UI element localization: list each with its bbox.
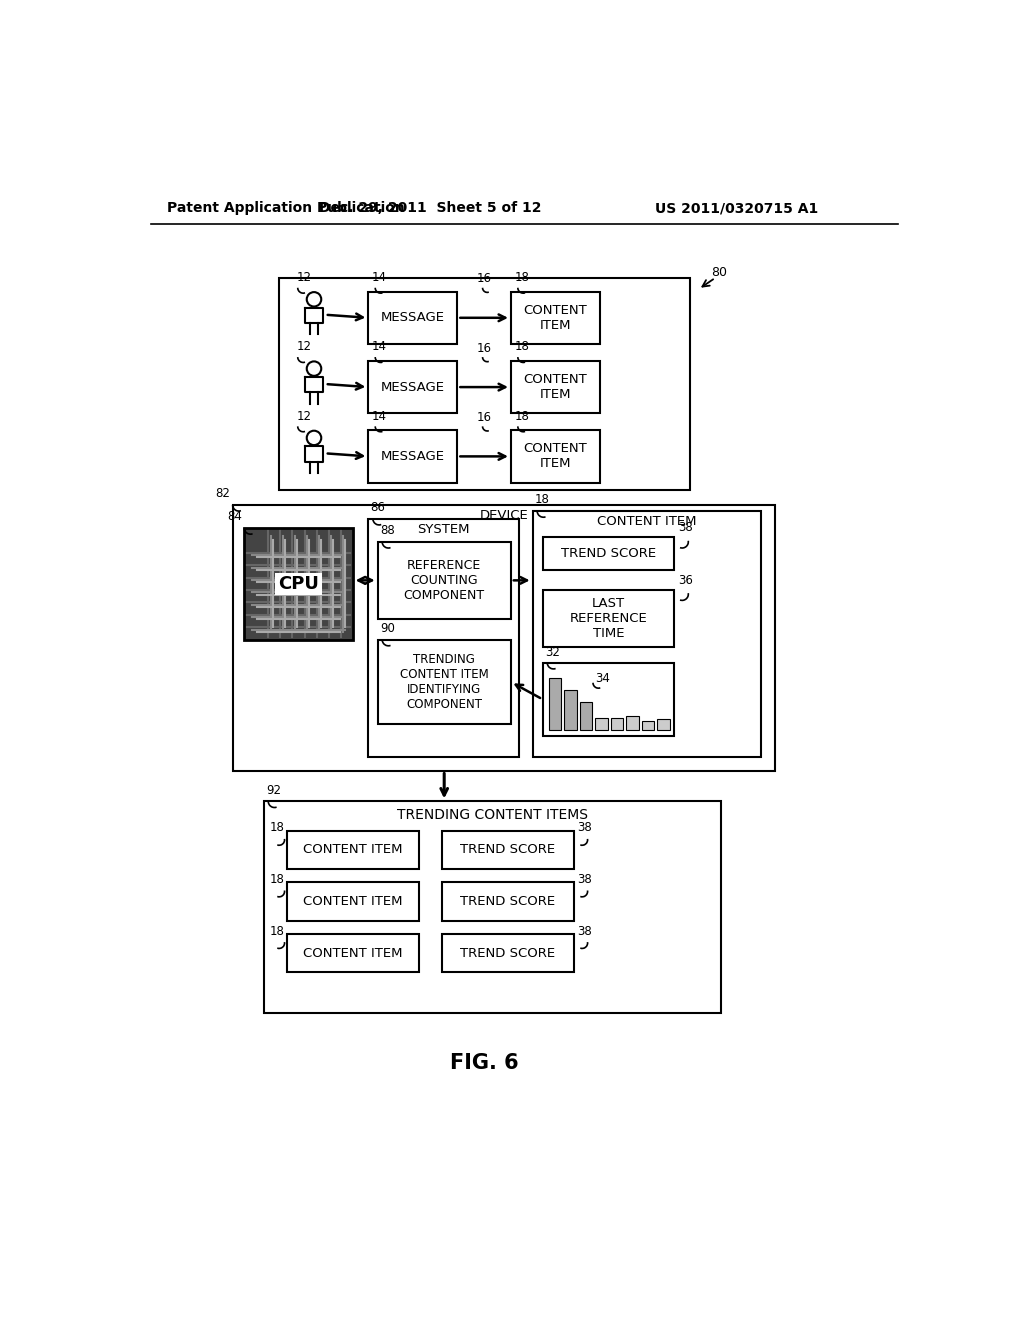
Text: TRENDING
CONTENT ITEM
IDENTIFYING
COMPONENT: TRENDING CONTENT ITEM IDENTIFYING COMPON… [399, 653, 488, 711]
Text: 14: 14 [372, 409, 387, 422]
Text: 18: 18 [270, 821, 285, 834]
Bar [245, 528, 352, 640]
Bar [442, 830, 573, 869]
Text: 88: 88 [380, 524, 394, 537]
Bar [287, 830, 419, 869]
Text: 82: 82 [215, 487, 230, 500]
Text: 18: 18 [270, 873, 285, 886]
Text: MESSAGE: MESSAGE [381, 450, 444, 463]
Text: 38: 38 [578, 924, 592, 937]
Text: CONTENT ITEM: CONTENT ITEM [303, 895, 402, 908]
Text: 18: 18 [515, 341, 529, 354]
Bar [287, 933, 419, 973]
Bar [442, 933, 573, 973]
Text: SYSTEM: SYSTEM [418, 523, 470, 536]
Text: 90: 90 [380, 622, 394, 635]
Bar [532, 511, 761, 758]
Bar [369, 519, 519, 758]
Text: LAST
REFERENCE
TIME: LAST REFERENCE TIME [569, 597, 647, 640]
Bar [595, 718, 607, 730]
Bar [378, 640, 511, 725]
Bar [611, 718, 624, 730]
Text: CONTENT
ITEM: CONTENT ITEM [523, 442, 588, 470]
Text: 38: 38 [578, 873, 592, 886]
Bar [543, 590, 675, 647]
Bar [564, 690, 577, 730]
Text: US 2011/0320715 A1: US 2011/0320715 A1 [655, 202, 818, 215]
Bar [511, 360, 600, 413]
Text: 12: 12 [297, 409, 312, 422]
Text: 12: 12 [297, 341, 312, 354]
Text: CONTENT ITEM: CONTENT ITEM [597, 515, 696, 528]
Text: REFERENCE
COUNTING
COMPONENT: REFERENCE COUNTING COMPONENT [403, 558, 484, 602]
Bar [369, 360, 458, 413]
Bar [511, 292, 600, 345]
Text: 38: 38 [678, 521, 693, 535]
Text: TRENDING CONTENT ITEMS: TRENDING CONTENT ITEMS [396, 808, 588, 822]
Text: 18: 18 [270, 924, 285, 937]
Bar [369, 430, 458, 483]
Text: TREND SCORE: TREND SCORE [460, 895, 555, 908]
Text: CONTENT ITEM: CONTENT ITEM [303, 843, 402, 857]
Bar [511, 430, 600, 483]
Text: CPU: CPU [279, 574, 318, 593]
Bar [378, 543, 511, 619]
Bar [232, 506, 775, 771]
Text: 80: 80 [711, 265, 727, 279]
Bar [627, 717, 639, 730]
Bar [263, 801, 721, 1014]
Text: 14: 14 [372, 271, 387, 284]
Text: TREND SCORE: TREND SCORE [561, 546, 656, 560]
Text: 32: 32 [545, 645, 560, 659]
Text: 18: 18 [535, 494, 550, 507]
Text: Dec. 29, 2011  Sheet 5 of 12: Dec. 29, 2011 Sheet 5 of 12 [319, 202, 542, 215]
Text: 84: 84 [227, 511, 242, 524]
Bar [657, 719, 670, 730]
Text: CONTENT
ITEM: CONTENT ITEM [523, 304, 588, 331]
Bar [543, 537, 675, 570]
Text: 12: 12 [297, 271, 312, 284]
Text: DEVICE: DEVICE [479, 510, 528, 523]
Text: 16: 16 [476, 342, 492, 355]
Bar [543, 663, 675, 737]
Bar [642, 721, 654, 730]
Bar [287, 882, 419, 921]
Text: MESSAGE: MESSAGE [381, 380, 444, 393]
Text: FIG. 6: FIG. 6 [451, 1053, 519, 1073]
Bar [275, 573, 322, 594]
Text: 16: 16 [476, 411, 492, 424]
Text: 18: 18 [515, 409, 529, 422]
Text: 16: 16 [476, 272, 492, 285]
Text: CONTENT
ITEM: CONTENT ITEM [523, 374, 588, 401]
Text: 86: 86 [371, 502, 385, 515]
Text: 38: 38 [578, 821, 592, 834]
Text: 34: 34 [595, 672, 610, 685]
Text: 18: 18 [515, 271, 529, 284]
Bar [549, 678, 561, 730]
Text: 92: 92 [266, 784, 281, 797]
Text: TREND SCORE: TREND SCORE [460, 946, 555, 960]
Bar [580, 702, 592, 730]
Text: 14: 14 [372, 341, 387, 354]
Text: Patent Application Publication: Patent Application Publication [167, 202, 404, 215]
Text: MESSAGE: MESSAGE [381, 312, 444, 325]
Text: 36: 36 [678, 573, 693, 586]
Bar [442, 882, 573, 921]
Text: CONTENT ITEM: CONTENT ITEM [303, 946, 402, 960]
Bar [369, 292, 458, 345]
Bar [280, 277, 690, 490]
Text: TREND SCORE: TREND SCORE [460, 843, 555, 857]
